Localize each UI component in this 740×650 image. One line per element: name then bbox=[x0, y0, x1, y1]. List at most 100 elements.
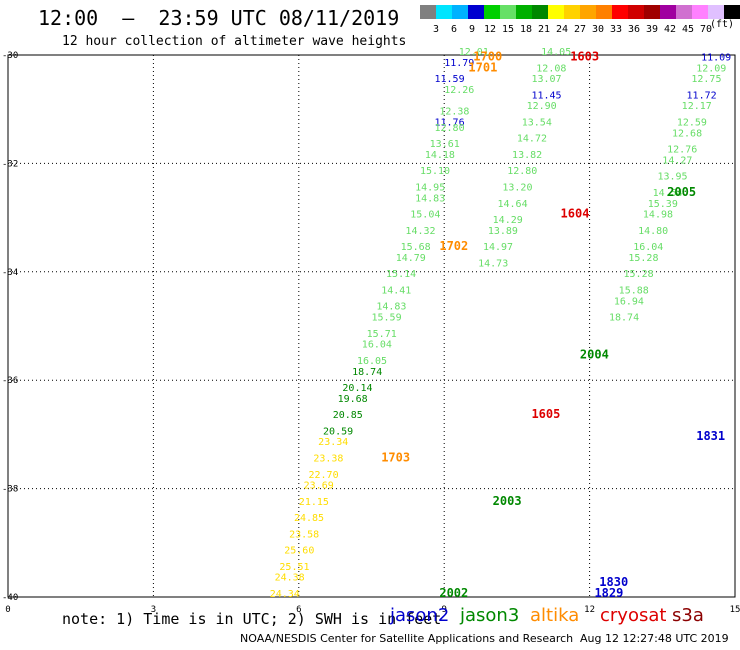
scale-swatch bbox=[596, 5, 612, 19]
wave-height-label: 16.04 bbox=[633, 242, 663, 253]
y-tick-label: -32 bbox=[2, 159, 18, 169]
wave-height-label: 13.82 bbox=[512, 150, 542, 161]
scale-label: 21 bbox=[537, 24, 551, 35]
wave-height-label: 12.26 bbox=[444, 85, 474, 96]
wave-height-label: 14.83 bbox=[376, 302, 406, 313]
wave-height-label: 12.17 bbox=[682, 101, 712, 112]
wave-height-label: 22.70 bbox=[308, 470, 338, 481]
wave-height-label: 24.34 bbox=[270, 589, 300, 600]
x-tick-label: 9 bbox=[441, 605, 446, 615]
scale-swatch bbox=[644, 5, 660, 19]
wave-height-label: 12.08 bbox=[536, 63, 566, 74]
wave-height-label: 20.14 bbox=[342, 383, 372, 394]
pass-number-label: 2002 bbox=[439, 586, 468, 600]
wave-height-label: 14.29 bbox=[493, 215, 523, 226]
wave-height-label: 12.59 bbox=[677, 117, 707, 128]
scale-label: 36 bbox=[627, 24, 641, 35]
wave-height-label: 23.38 bbox=[313, 454, 343, 465]
pass-number-label: 2003 bbox=[493, 494, 522, 508]
wave-height-label: 23.69 bbox=[304, 481, 334, 492]
scale-swatch bbox=[436, 5, 452, 19]
scale-swatch bbox=[548, 5, 564, 19]
legend-item: s3a bbox=[672, 605, 704, 626]
wave-height-label: 14.41 bbox=[381, 285, 411, 296]
wave-height-label: 13.89 bbox=[488, 226, 518, 237]
pass-number-label: 1830 bbox=[599, 575, 628, 589]
y-tick-label: -30 bbox=[2, 51, 18, 61]
wave-height-label: 15.71 bbox=[367, 329, 397, 340]
scale-unit: (ft) bbox=[710, 19, 735, 30]
note-text: note: 1) Time is in UTC; 2) SWH is in fe… bbox=[62, 610, 442, 628]
y-tick-label: -40 bbox=[2, 593, 18, 603]
wave-height-label: 12.68 bbox=[672, 128, 702, 139]
wave-height-label: 12.76 bbox=[667, 145, 697, 156]
wave-height-label: 13.07 bbox=[531, 74, 561, 85]
x-tick-label: 12 bbox=[584, 605, 595, 615]
pass-number-label: 1701 bbox=[468, 60, 497, 74]
wave-height-label: 12.75 bbox=[691, 74, 721, 85]
y-tick-label: -36 bbox=[2, 376, 18, 386]
legend-item: altika bbox=[530, 605, 580, 626]
pass-number-label: 1603 bbox=[570, 49, 599, 63]
wave-height-label: 15.04 bbox=[410, 210, 440, 221]
timestamp-text: Aug 12 12:27:48 UTC 2019 bbox=[580, 632, 729, 645]
wave-height-label: 14.05 bbox=[541, 47, 571, 58]
wave-height-label: 14.83 bbox=[415, 193, 445, 204]
wave-height-label: 12.80 bbox=[507, 166, 537, 177]
x-tick-label: 0 bbox=[5, 605, 10, 615]
wave-height-label: 20.59 bbox=[323, 426, 353, 437]
page-subtitle: 12 hour collection of altimeter wave hei… bbox=[62, 34, 407, 49]
wave-height-label: 15.28 bbox=[624, 269, 654, 280]
pass-number-label: 2005 bbox=[667, 185, 696, 199]
scale-label: 30 bbox=[591, 24, 605, 35]
scale-label: 6 bbox=[450, 24, 458, 35]
wave-height-label: 24.85 bbox=[294, 513, 324, 524]
wave-height-label: 21.15 bbox=[299, 497, 329, 508]
wave-height-label: 23.58 bbox=[289, 529, 319, 540]
wave-height-label: 15.28 bbox=[628, 253, 658, 264]
pass-number-label: 1829 bbox=[594, 586, 623, 600]
scale-swatch bbox=[692, 5, 708, 19]
scale-swatch bbox=[580, 5, 596, 19]
wave-height-label: 13.54 bbox=[522, 117, 552, 128]
wave-height-label: 11.72 bbox=[687, 90, 717, 101]
wave-height-label: 14.64 bbox=[498, 199, 528, 210]
scale-label: 12 bbox=[483, 24, 497, 35]
scale-swatch bbox=[628, 5, 644, 19]
wave-height-label: 13.61 bbox=[430, 139, 460, 150]
wave-height-label: 16.05 bbox=[357, 356, 387, 367]
scale-swatch bbox=[452, 5, 468, 19]
wave-height-label: 12.90 bbox=[527, 101, 557, 112]
wave-height-label: 14.32 bbox=[405, 226, 435, 237]
wave-height-label: 12.38 bbox=[439, 107, 469, 118]
wave-height-label: 13.20 bbox=[502, 183, 532, 194]
legend-item: cryosat bbox=[600, 605, 667, 626]
scale-label: 39 bbox=[645, 24, 659, 35]
wave-height-label: 12.01 bbox=[459, 47, 489, 58]
wave-height-label: 14.54 bbox=[653, 188, 683, 199]
wave-height-label: 15.10 bbox=[420, 166, 450, 177]
wave-height-label: 14.18 bbox=[425, 150, 455, 161]
x-tick-label: 6 bbox=[296, 605, 301, 615]
scale-swatch bbox=[484, 5, 500, 19]
wave-height-label: 11.45 bbox=[531, 90, 561, 101]
wave-height-label: 16.04 bbox=[362, 340, 392, 351]
pass-number-label: 1700 bbox=[473, 49, 502, 63]
pass-number-label: 1831 bbox=[696, 429, 725, 443]
wave-height-label: 11.59 bbox=[435, 74, 465, 85]
scale-swatch bbox=[676, 5, 692, 19]
wave-height-label: 14.80 bbox=[638, 226, 668, 237]
scale-swatch bbox=[516, 5, 532, 19]
scale-label: 33 bbox=[609, 24, 623, 35]
page-title: 12:00 — 23:59 UTC 08/11/2019 bbox=[38, 6, 400, 30]
wave-height-label: 14.27 bbox=[662, 155, 692, 166]
scale-swatch bbox=[660, 5, 676, 19]
wave-height-label: 12.09 bbox=[696, 63, 726, 74]
wave-height-label: 11.76 bbox=[435, 117, 465, 128]
scale-swatch bbox=[612, 5, 628, 19]
wave-height-label: 15.88 bbox=[619, 285, 649, 296]
scale-label: 70 bbox=[699, 24, 713, 35]
legend-item: jason2 bbox=[390, 605, 450, 626]
scale-label: 18 bbox=[519, 24, 533, 35]
